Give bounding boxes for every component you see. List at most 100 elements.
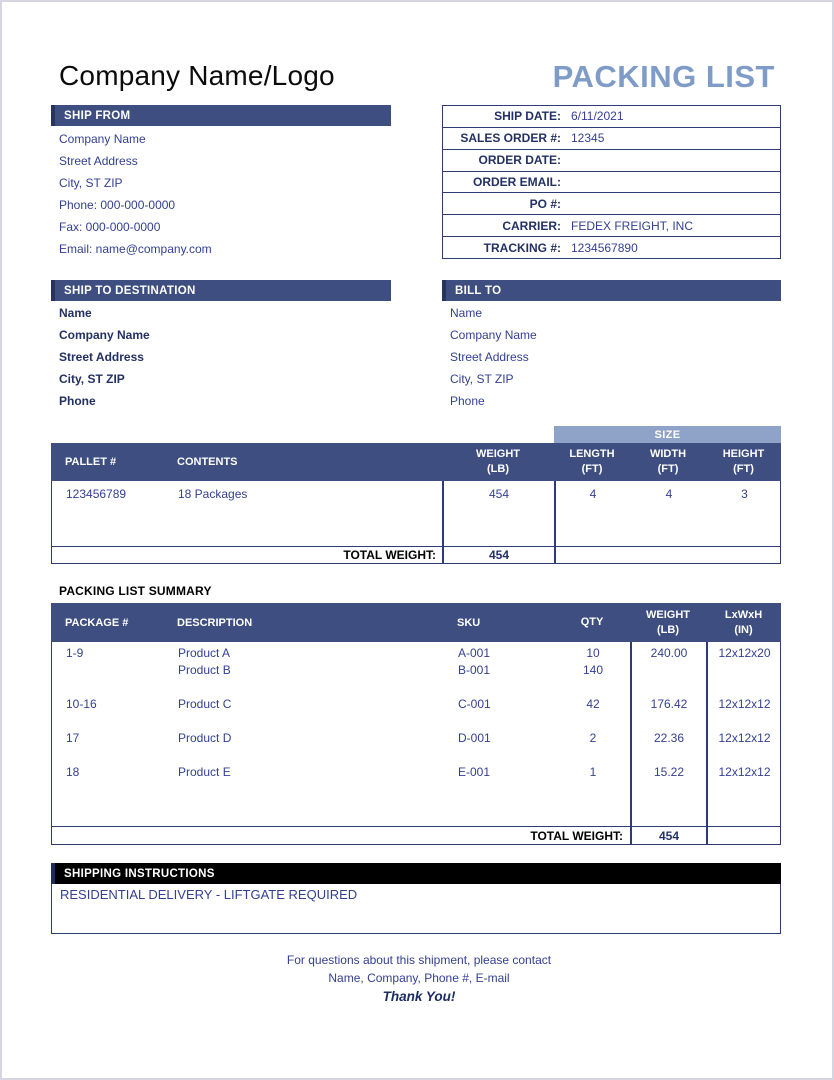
ship-to-street: Street Address [59, 350, 144, 364]
sku-column-header: SKU [457, 616, 481, 629]
bill-to-company: Company Name [450, 328, 537, 342]
package-number-column-header: PACKAGE # [65, 616, 129, 629]
pallet-total-weight-label: TOTAL WEIGHT: [343, 548, 436, 562]
table-row: Product B B-001 140 [52, 661, 782, 678]
table-row: 10-16 Product C C-001 42 176.42 12x12x12 [52, 695, 782, 712]
length-column-header: LENGTH (FT) [569, 448, 615, 475]
contents-cell: 18 Packages [178, 487, 248, 501]
ship-to-phone: Phone [59, 394, 96, 408]
qty-cell: 1 [589, 764, 597, 779]
sku-cell: A-001 [458, 645, 491, 660]
pallet-table-body: 123456789 18 Packages 454 4 4 3 [51, 481, 781, 546]
length-cell: 4 [589, 487, 597, 501]
carrier-label: CARRIER: [502, 218, 561, 233]
width-column-header: WIDTH (FT) [649, 448, 687, 475]
table-row: SALES ORDER #: 12345 [443, 128, 780, 150]
table-row: SHIP DATE: 6/11/2021 [443, 106, 780, 128]
ship-to-header-bar: SHIP TO DESTINATION [51, 280, 391, 301]
summary-total-weight-label: TOTAL WEIGHT: [530, 829, 623, 843]
qty-cell: 2 [589, 730, 597, 745]
carrier-value: FEDEX FREIGHT, INC [571, 218, 694, 233]
description-cell: Product B [178, 662, 231, 677]
sales-order-value: 12345 [571, 131, 605, 146]
bill-to-phone: Phone [450, 394, 485, 408]
column-divider [554, 481, 556, 564]
pallet-number-column-header: PALLET # [65, 456, 117, 468]
footer-contact-line: For questions about this shipment, pleas… [286, 953, 552, 967]
sales-order-label: SALES ORDER #: [460, 131, 561, 146]
weight-column-header: WEIGHT (LB) [476, 448, 520, 475]
package-cell [52, 661, 173, 678]
order-date-label: ORDER DATE: [478, 153, 561, 168]
width-cell: 4 [665, 487, 673, 501]
summary-section-title: PACKING LIST SUMMARY [59, 584, 212, 598]
description-cell: Product A [178, 645, 231, 660]
size-group-header: SIZE [554, 426, 781, 443]
package-cell: 10-16 [66, 696, 97, 711]
summary-total-weight-value: 454 [658, 829, 680, 843]
ship-date-value: 6/11/2021 [571, 109, 624, 124]
table-row: TRACKING #: 1234567890 [443, 237, 780, 258]
bill-to-city: City, ST ZIP [450, 372, 514, 386]
ship-from-company: Company Name [59, 132, 146, 146]
sku-cell: D-001 [458, 730, 491, 745]
contents-column-header: CONTENTS [177, 456, 238, 468]
ship-from-city: City, ST ZIP [59, 176, 123, 190]
sku-cell: E-001 [458, 764, 491, 779]
dimensions-column-header: LxWxH (IN) [724, 608, 763, 636]
table-row: ORDER DATE: [443, 150, 780, 172]
weight-cell: 240.00 [650, 645, 688, 660]
pallet-table: SIZE PALLET # CONTENTS WEIGHT (LB) LENGT… [51, 426, 781, 564]
ship-date-label: SHIP DATE: [494, 109, 561, 124]
dims-cell: 12x12x12 [718, 764, 771, 779]
qty-column-header: QTY [580, 616, 604, 628]
footer-thank-you: Thank You! [382, 989, 456, 1004]
column-divider [630, 642, 632, 845]
height-column-header: HEIGHT (FT) [722, 448, 765, 475]
order-email-label: ORDER EMAIL: [473, 175, 561, 189]
package-cell: 17 [66, 730, 80, 745]
package-cell: 1-9 [66, 645, 84, 660]
bill-to-name: Name [450, 306, 483, 320]
summary-table: PACKAGE # DESCRIPTION SKU QTY WEIGHT (LB… [51, 603, 781, 845]
ship-to-header-label: SHIP TO DESTINATION [64, 284, 196, 297]
table-row: PO #: [443, 193, 780, 216]
qty-cell: 140 [582, 662, 604, 677]
dims-cell: 12x12x12 [718, 696, 771, 711]
qty-cell: 42 [586, 696, 600, 711]
ship-to-name: Name [59, 306, 92, 320]
weight-cell: 15.22 [653, 764, 685, 779]
qty-cell: 10 [586, 645, 600, 660]
dims-cell: 12x12x20 [718, 645, 771, 660]
ship-from-header-bar: SHIP FROM [51, 105, 391, 126]
summary-total-row: TOTAL WEIGHT: 454 [51, 826, 781, 845]
tracking-value: 1234567890 [571, 240, 638, 255]
table-row: ORDER EMAIL: [443, 172, 780, 194]
ship-to-company: Company Name [59, 328, 150, 342]
dims-cell [707, 661, 782, 678]
shipment-info-table: SHIP DATE: 6/11/2021 SALES ORDER #: 1234… [442, 105, 781, 259]
sku-cell: C-001 [458, 696, 491, 711]
package-cell: 18 [66, 764, 80, 779]
ship-from-email: Email: name@company.com [59, 242, 212, 256]
bill-to-header-bar: BILL TO [442, 280, 781, 301]
company-logo: Company Name/Logo [59, 60, 335, 91]
bill-to-street: Street Address [450, 350, 529, 364]
shipping-instructions-section: SHIPPING INSTRUCTIONS RESIDENTIAL DELIVE… [51, 863, 781, 934]
table-row: 18 Product E E-001 1 15.22 12x12x12 [52, 763, 782, 780]
summary-table-header: PACKAGE # DESCRIPTION SKU QTY WEIGHT (LB… [51, 603, 781, 642]
bill-to-header-label: BILL TO [455, 284, 502, 297]
footer-contact-details: Name, Company, Phone #, E-mail [328, 971, 510, 985]
weight-cell [631, 661, 707, 678]
shipping-instructions-content: RESIDENTIAL DELIVERY - LIFTGATE REQUIRED [51, 884, 781, 934]
sku-cell: B-001 [458, 662, 491, 677]
description-cell: Product E [178, 764, 231, 779]
table-row: 1-9 Product A A-001 10 240.00 12x12x20 [52, 644, 782, 661]
shipping-instructions-header-label: SHIPPING INSTRUCTIONS [64, 867, 215, 880]
weight-cell: 22.36 [653, 730, 685, 745]
table-row: CARRIER: FEDEX FREIGHT, INC [443, 215, 780, 238]
pallet-total-row: TOTAL WEIGHT: 454 [51, 546, 781, 564]
column-divider [706, 642, 708, 845]
dims-cell: 12x12x12 [718, 730, 771, 745]
